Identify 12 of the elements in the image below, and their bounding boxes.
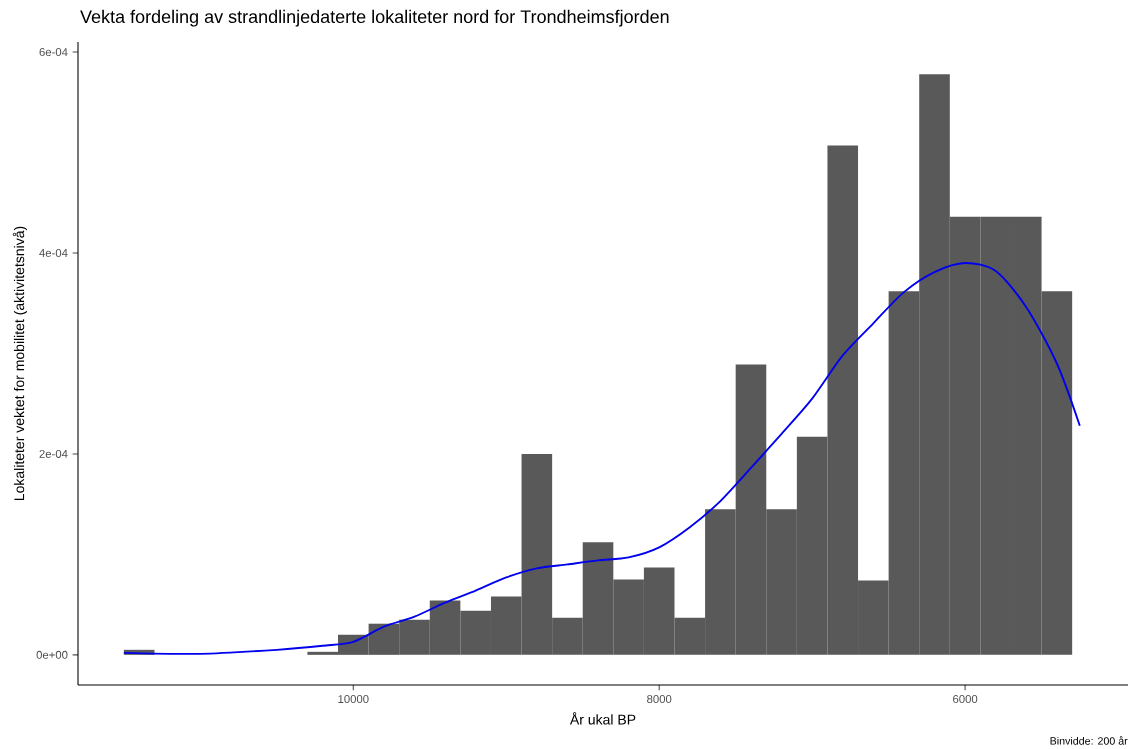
line-series (122, 262, 1081, 655)
y-tick-label: 6e-04 (39, 48, 68, 57)
x-tick-label: 6000 (953, 695, 978, 704)
x-tick-label: 8000 (647, 695, 672, 704)
x-tick-label: 10000 (338, 695, 369, 704)
x-axis-title: År ukal BP (569, 712, 636, 725)
text: Binvidde: 200 år (1050, 736, 1128, 745)
y-tick-label: 2e-04 (39, 449, 68, 458)
y-axis-title: Lokaliteter vektet for mobilitet (aktivitetsnivå) (12, 226, 27, 501)
chart-title: Vekta fordeling av strandlinjedaterte lokaliteter nord for Trondheimsfjorden (80, 9, 669, 27)
y-tick-label: 0e+00 (36, 650, 68, 659)
y-tick-label: 4e-04 (39, 248, 68, 257)
